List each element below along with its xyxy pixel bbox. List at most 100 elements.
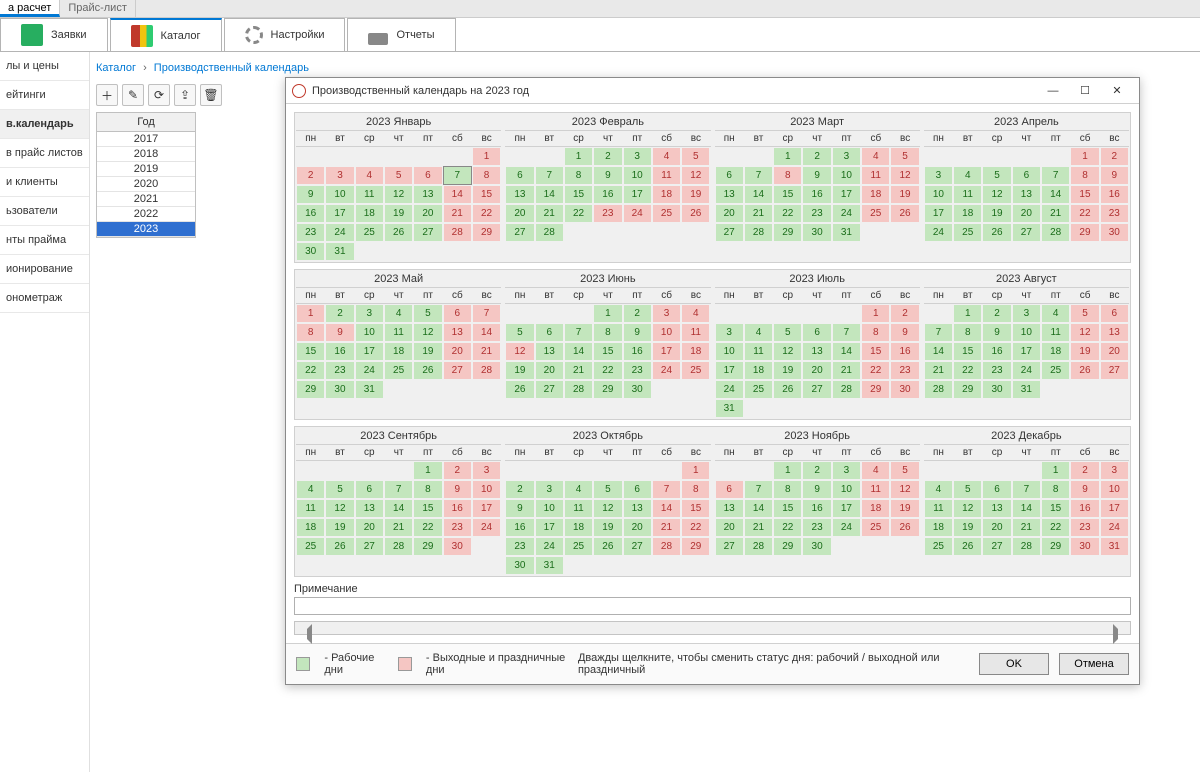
day-cell[interactable]: 1 <box>472 147 501 166</box>
day-cell[interactable]: 29 <box>773 223 802 242</box>
day-cell[interactable]: 22 <box>472 204 501 223</box>
day-cell[interactable]: 19 <box>413 342 442 361</box>
day-cell[interactable]: 23 <box>325 361 354 380</box>
day-cell[interactable]: 7 <box>1012 480 1041 499</box>
day-cell[interactable]: 15 <box>296 342 325 361</box>
day-cell[interactable]: 9 <box>325 323 354 342</box>
day-cell[interactable]: 20 <box>1100 342 1129 361</box>
day-cell[interactable]: 5 <box>593 480 622 499</box>
day-cell[interactable]: 10 <box>623 166 652 185</box>
day-cell[interactable]: 12 <box>505 342 534 361</box>
day-cell[interactable]: 28 <box>443 223 472 242</box>
horizontal-scrollbar[interactable] <box>294 621 1131 635</box>
day-cell[interactable]: 24 <box>472 518 501 537</box>
sidebar-item[interactable]: ионирование <box>0 255 89 284</box>
ok-button[interactable]: OK <box>979 653 1049 675</box>
day-cell[interactable]: 6 <box>1012 166 1041 185</box>
day-cell[interactable]: 16 <box>1100 185 1129 204</box>
day-cell[interactable]: 11 <box>296 499 325 518</box>
day-cell[interactable]: 9 <box>623 323 652 342</box>
day-cell[interactable]: 16 <box>296 204 325 223</box>
day-cell[interactable]: 5 <box>953 480 982 499</box>
day-cell[interactable]: 9 <box>890 323 919 342</box>
day-cell[interactable]: 25 <box>355 223 384 242</box>
day-cell[interactable]: 2 <box>623 304 652 323</box>
day-cell[interactable]: 21 <box>1041 204 1070 223</box>
sidebar-item[interactable]: нты прайма <box>0 226 89 255</box>
day-cell[interactable]: 12 <box>325 499 354 518</box>
day-cell[interactable]: 23 <box>802 204 831 223</box>
day-cell[interactable]: 9 <box>982 323 1011 342</box>
day-cell[interactable]: 16 <box>802 185 831 204</box>
day-cell[interactable]: 18 <box>924 518 953 537</box>
day-cell[interactable]: 3 <box>325 166 354 185</box>
day-cell[interactable]: 27 <box>982 537 1011 556</box>
day-cell[interactable]: 7 <box>832 323 861 342</box>
day-cell[interactable]: 17 <box>1012 342 1041 361</box>
day-cell[interactable]: 12 <box>890 480 919 499</box>
day-cell[interactable]: 23 <box>1070 518 1099 537</box>
day-cell[interactable]: 25 <box>861 204 890 223</box>
day-cell[interactable]: 18 <box>384 342 413 361</box>
day-cell[interactable]: 28 <box>1012 537 1041 556</box>
day-cell[interactable]: 25 <box>924 537 953 556</box>
day-cell[interactable]: 10 <box>924 185 953 204</box>
day-cell[interactable]: 31 <box>1012 380 1041 399</box>
sidebar-item[interactable]: в.календарь <box>0 110 89 139</box>
edit-icon[interactable]: ✎ <box>122 84 144 106</box>
day-cell[interactable]: 7 <box>744 166 773 185</box>
day-cell[interactable]: 4 <box>355 166 384 185</box>
day-cell[interactable]: 29 <box>472 223 501 242</box>
day-cell[interactable]: 4 <box>564 480 593 499</box>
day-cell[interactable]: 19 <box>773 361 802 380</box>
day-cell[interactable]: 24 <box>832 204 861 223</box>
day-cell[interactable]: 8 <box>413 480 442 499</box>
day-cell[interactable]: 10 <box>472 480 501 499</box>
day-cell[interactable]: 11 <box>1041 323 1070 342</box>
day-cell[interactable]: 19 <box>890 185 919 204</box>
day-cell[interactable]: 11 <box>953 185 982 204</box>
day-cell[interactable]: 26 <box>413 361 442 380</box>
day-cell[interactable]: 30 <box>890 380 919 399</box>
day-cell[interactable]: 28 <box>744 537 773 556</box>
day-cell[interactable]: 12 <box>890 166 919 185</box>
day-cell[interactable]: 4 <box>652 147 681 166</box>
day-cell[interactable]: 26 <box>1070 361 1099 380</box>
day-cell[interactable]: 13 <box>535 342 564 361</box>
day-cell[interactable]: 13 <box>1012 185 1041 204</box>
sidebar-item[interactable]: онометраж <box>0 284 89 313</box>
minimize-button[interactable]: — <box>1037 80 1069 102</box>
day-cell[interactable]: 6 <box>982 480 1011 499</box>
day-cell[interactable]: 19 <box>384 204 413 223</box>
day-cell[interactable]: 6 <box>715 166 744 185</box>
day-cell[interactable]: 2 <box>296 166 325 185</box>
day-cell[interactable]: 18 <box>744 361 773 380</box>
day-cell[interactable]: 11 <box>861 166 890 185</box>
day-cell[interactable]: 2 <box>505 480 534 499</box>
day-cell[interactable]: 20 <box>535 361 564 380</box>
day-cell[interactable]: 6 <box>802 323 831 342</box>
day-cell[interactable]: 16 <box>1070 499 1099 518</box>
day-cell[interactable]: 29 <box>953 380 982 399</box>
day-cell[interactable]: 10 <box>1012 323 1041 342</box>
day-cell[interactable]: 17 <box>652 342 681 361</box>
day-cell[interactable]: 24 <box>652 361 681 380</box>
day-cell[interactable]: 1 <box>861 304 890 323</box>
day-cell[interactable]: 8 <box>1041 480 1070 499</box>
day-cell[interactable]: 15 <box>773 499 802 518</box>
day-cell[interactable]: 20 <box>802 361 831 380</box>
day-cell[interactable]: 21 <box>744 518 773 537</box>
day-cell[interactable]: 4 <box>296 480 325 499</box>
day-cell[interactable]: 12 <box>384 185 413 204</box>
day-cell[interactable]: 3 <box>832 461 861 480</box>
day-cell[interactable]: 21 <box>652 518 681 537</box>
day-cell[interactable]: 5 <box>681 147 710 166</box>
day-cell[interactable]: 21 <box>564 361 593 380</box>
day-cell[interactable]: 19 <box>1070 342 1099 361</box>
day-cell[interactable]: 2 <box>443 461 472 480</box>
day-cell[interactable]: 31 <box>1100 537 1129 556</box>
day-cell[interactable]: 10 <box>715 342 744 361</box>
day-cell[interactable]: 10 <box>1100 480 1129 499</box>
cancel-button[interactable]: Отмена <box>1059 653 1129 675</box>
day-cell[interactable]: 27 <box>623 537 652 556</box>
